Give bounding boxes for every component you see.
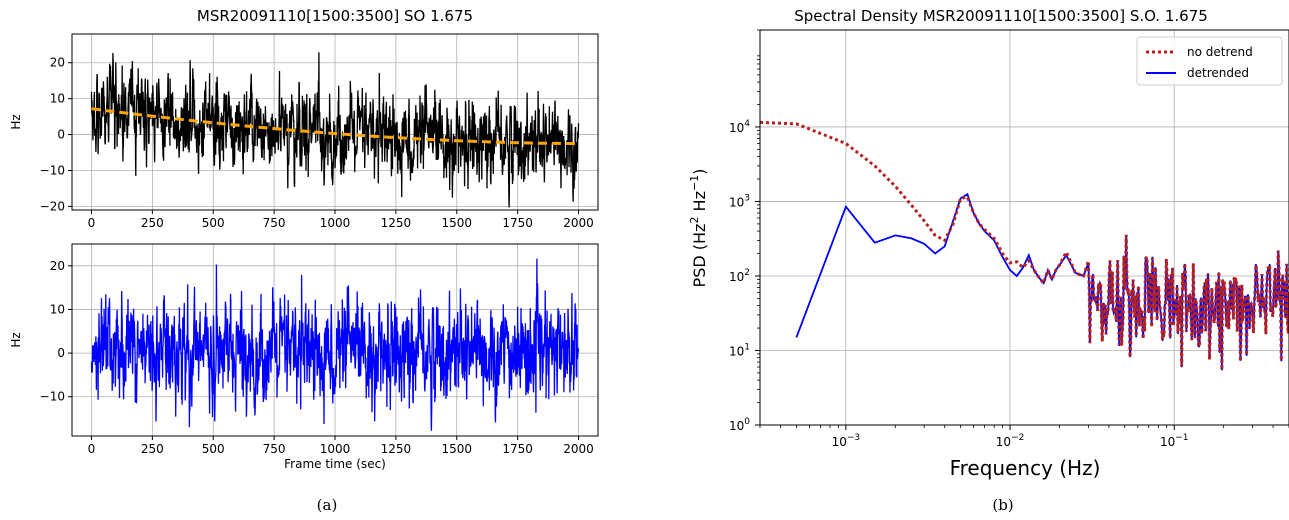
xtick-label: 2000	[563, 216, 594, 230]
psd-series-group	[760, 120, 1289, 371]
xtick-label: 250	[141, 442, 164, 456]
ytick-label: −10	[40, 390, 65, 404]
xtick-label: 500	[202, 216, 225, 230]
ytick-label: 10	[50, 302, 65, 316]
top-plot-grid	[72, 34, 598, 210]
ytick-label: −10	[40, 163, 65, 177]
xtick-label: 1000	[320, 216, 351, 230]
ytick-label: 100	[729, 417, 750, 433]
top-plot-title: MSR20091110[1500:3500] SO 1.675	[197, 7, 473, 25]
bottom-plot-ylabel: Hz	[9, 332, 23, 347]
caption-b: (b)	[992, 496, 1013, 514]
xtick-label: 10−3	[832, 433, 861, 449]
bottom-plot-ticks: 0 250 500 750 1000 1250 1500 1750 2000 −10 0 10 20	[40, 259, 594, 456]
trend-line	[91, 107, 579, 146]
xtick-label: 1000	[320, 442, 351, 456]
ytick-label: 20	[50, 56, 65, 70]
xtick-label: 1250	[381, 216, 412, 230]
xtick-label: 0	[88, 442, 96, 456]
xtick-label: 1500	[441, 442, 472, 456]
xtick-label: 500	[202, 442, 225, 456]
psd-no-detrend-line	[760, 120, 1289, 371]
ytick-label: 104	[729, 119, 750, 135]
ytick-label: 101	[729, 342, 750, 358]
bottom-plot-xlabel: Frame time (sec)	[284, 457, 386, 471]
psd-plot-xlabel: Frequency (Hz)	[950, 456, 1101, 480]
xtick-label: 750	[263, 216, 286, 230]
xtick-label: 10−2	[996, 433, 1025, 449]
ytick-label: 102	[729, 268, 750, 284]
xtick-label: 750	[263, 442, 286, 456]
legend-label-no-detrend: no detrend	[1187, 45, 1253, 59]
xtick-label: 1500	[441, 216, 472, 230]
ytick-label: 10	[50, 92, 65, 106]
legend-label-detrended: detrended	[1187, 66, 1249, 80]
caption-a: (a)	[317, 496, 338, 514]
series-group	[90, 52, 580, 208]
xtick-label: 250	[141, 216, 164, 230]
top-timeseries-plot: MSR20091110[1500:3500] SO 1.675 0 250 500 7…	[9, 7, 599, 230]
ytick-label: −20	[40, 199, 65, 213]
psd-plot-ylabel: PSD (Hz2 Hz−1)	[688, 169, 709, 288]
psd-plot: Spectral Density MSR20091110[1500:3500] …	[688, 7, 1289, 480]
psd-legend: no detrend detrended	[1136, 36, 1283, 86]
xtick-label: 10−1	[1160, 433, 1189, 449]
xtick-label: 1750	[502, 216, 533, 230]
top-plot-ylabel: Hz	[9, 114, 23, 129]
bottom-timeseries-plot: 0 250 500 750 1000 1250 1500 1750 2000 −10 0 10 20 H…	[9, 243, 599, 471]
series-group	[90, 258, 580, 431]
psd-plot-title: Spectral Density MSR20091110[1500:3500] …	[794, 7, 1208, 25]
ytick-label: 0	[57, 128, 65, 142]
psd-plot-area	[760, 120, 1289, 371]
psd-plot-ticks: 10−3 10−2 10−1 100 101 102 103 104	[729, 29, 1289, 449]
psd-plot-grid	[760, 30, 1289, 426]
ytick-label: 103	[729, 193, 750, 209]
psd-plot-frame	[759, 29, 1289, 426]
ytick-label: 20	[50, 259, 65, 273]
top-plot-area	[90, 52, 580, 208]
signal-line	[90, 258, 580, 431]
signal-line	[90, 52, 580, 208]
ytick-label: 0	[57, 346, 65, 360]
bottom-plot-area	[90, 258, 580, 431]
xtick-label: 0	[88, 216, 96, 230]
xtick-label: 1250	[381, 442, 412, 456]
xtick-label: 2000	[563, 442, 594, 456]
xtick-label: 1750	[502, 442, 533, 456]
top-plot-ticks: 0 250 500 750 1000 1250 1500 1750 2000 −20 −10 0 10 2…	[40, 56, 594, 230]
